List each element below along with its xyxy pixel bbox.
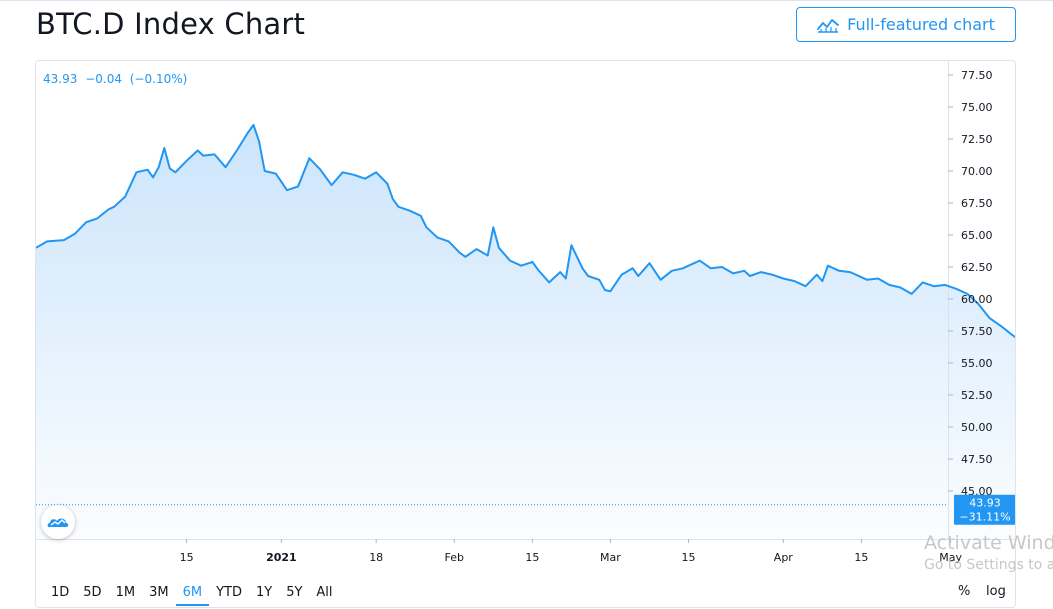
tradingview-cloud-icon[interactable]	[41, 505, 75, 539]
full-featured-chart-label: Full-featured chart	[847, 15, 995, 34]
log-scale-toggle[interactable]: log	[986, 584, 1006, 599]
range-button-1y[interactable]: 1Y	[255, 585, 273, 600]
percent-scale-toggle[interactable]: %	[958, 584, 971, 599]
top-divider	[0, 0, 1053, 6]
y-tick-label: 70.00	[961, 165, 993, 178]
range-button-1m[interactable]: 1M	[115, 585, 136, 600]
y-tick-label: 55.00	[961, 357, 993, 370]
series-line	[36, 123, 1015, 339]
range-button-5d[interactable]: 5D	[83, 585, 102, 600]
chart-container[interactable]: 77.50 75.00 72.50 70.00 67.50 65.00 62.50 60.00…	[35, 60, 1016, 608]
x-tick-label: Apr	[774, 551, 794, 564]
last-price-value: 43.93	[969, 497, 1001, 510]
y-tick-label: 65.00	[961, 229, 993, 242]
range-button-5y[interactable]: 5Y	[286, 585, 303, 600]
x-tick-label: Mar	[600, 551, 621, 564]
y-tick-label: 60.00	[961, 293, 993, 306]
x-tick-label: 15	[180, 551, 194, 564]
btc-dominance-chart[interactable]: 77.50 75.00 72.50 70.00 67.50 65.00 62.50 60.00…	[36, 61, 1016, 608]
legend-last-value: 43.93	[43, 72, 78, 86]
activation-watermark-title: Activate Windo	[924, 532, 1053, 554]
series-area-fill	[36, 124, 1015, 539]
legend-change: −0.04	[85, 72, 122, 86]
activation-watermark-subtitle: Go to Settings to ac	[924, 557, 1053, 573]
y-tick-label: 47.50	[961, 453, 993, 466]
y-tick-label: 62.50	[961, 261, 993, 274]
x-tick-label: 15	[682, 551, 696, 564]
y-tick-label: 50.00	[961, 421, 993, 434]
range-button-6m[interactable]: 6M	[175, 582, 210, 606]
range-button-3m[interactable]: 3M	[149, 585, 169, 600]
y-tick-label: 75.00	[961, 101, 993, 114]
legend-change-pct: (−0.10%)	[129, 72, 188, 86]
page-title: BTC.D Index Chart	[36, 7, 306, 41]
y-tick-label: 57.50	[961, 325, 993, 338]
range-button-all[interactable]: All	[316, 585, 333, 600]
x-tick-label: 15	[854, 551, 868, 564]
chart-legend: 43.93 −0.04 (−0.10%)	[43, 72, 191, 86]
y-tick-label: 72.50	[961, 133, 993, 146]
last-price-change-pct: −31.11%	[959, 511, 1010, 524]
x-tick-label: 15	[525, 551, 539, 564]
x-tick-label: 2021	[266, 551, 297, 564]
range-selector: 1D 5D 1M 3M 6M YTD 1Y 5Y All	[44, 582, 340, 606]
full-featured-chart-button[interactable]: Full-featured chart	[796, 7, 1016, 42]
line-chart-icon	[817, 18, 840, 33]
range-button-ytd[interactable]: YTD	[216, 585, 242, 600]
x-tick-label: Feb	[445, 551, 464, 564]
y-tick-label: 67.50	[961, 197, 993, 210]
x-tick-label: 18	[369, 551, 383, 564]
y-tick-label: 77.50	[961, 69, 993, 82]
x-tick-label: May	[939, 551, 962, 564]
y-tick-label: 52.50	[961, 389, 993, 402]
last-price-badge	[954, 494, 1015, 525]
range-button-1d[interactable]: 1D	[51, 585, 70, 600]
